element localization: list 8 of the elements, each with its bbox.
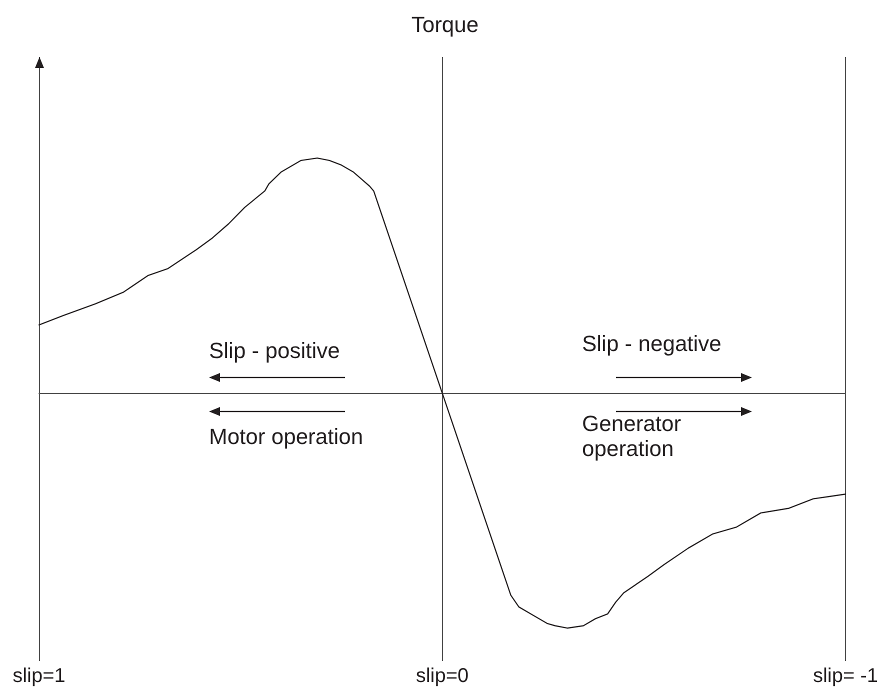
annotation: Motor operation bbox=[209, 424, 364, 449]
x-tick-label: slip= -1 bbox=[812, 665, 878, 687]
x-tick-label: slip=0 bbox=[416, 665, 469, 687]
text: Torque bbox=[411, 12, 479, 37]
annotation: Generator operation bbox=[582, 411, 688, 461]
x-tick-label: slip=1 bbox=[12, 665, 66, 687]
annotation: Slip - negative bbox=[582, 331, 722, 356]
annotation: Slip - positive bbox=[209, 338, 340, 363]
